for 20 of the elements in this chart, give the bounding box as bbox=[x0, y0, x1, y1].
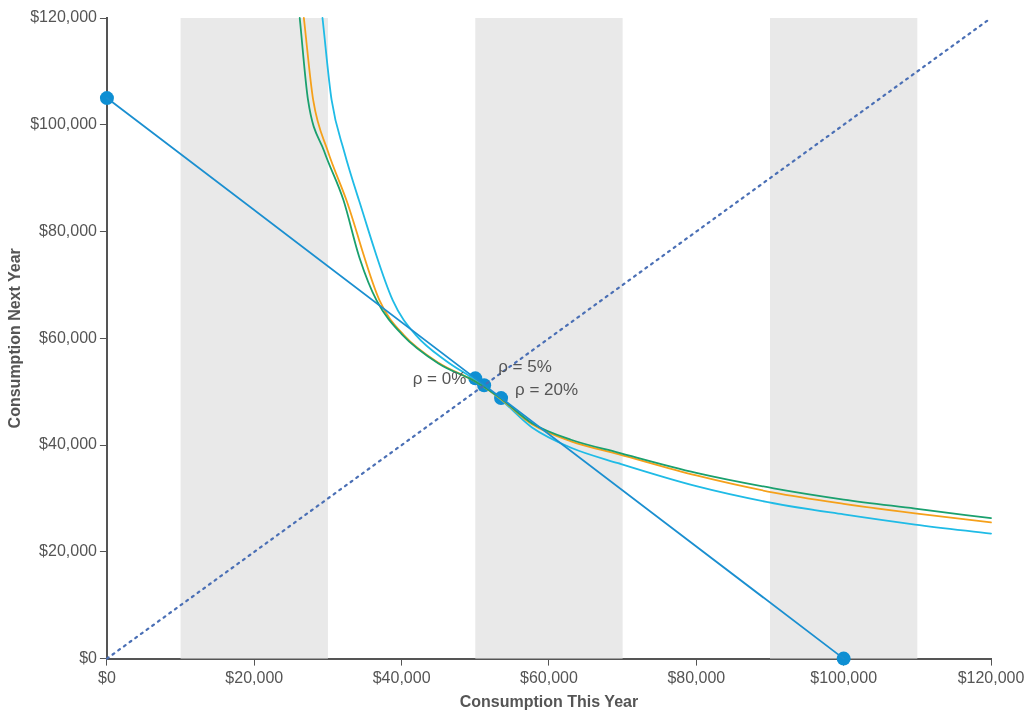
x-tick-label: $0 bbox=[98, 668, 116, 686]
x-tick-label: $20,000 bbox=[225, 668, 284, 686]
y-tick-label: $100,000 bbox=[30, 115, 98, 133]
y-tick-label: $20,000 bbox=[39, 542, 98, 560]
y-tick-label: $60,000 bbox=[39, 328, 98, 346]
x-tick-label: $60,000 bbox=[520, 668, 578, 686]
x-tick-label: $40,000 bbox=[372, 668, 431, 686]
x-axis-title: Consumption This Year bbox=[459, 692, 639, 710]
point bbox=[99, 91, 114, 106]
annotation: ρ = 0% bbox=[412, 369, 467, 389]
y-tick-label: $40,000 bbox=[39, 435, 98, 453]
y-tick-label: $0 bbox=[79, 649, 98, 667]
annotation: ρ = 5% bbox=[498, 356, 552, 376]
x-tick-label: $100,000 bbox=[810, 668, 878, 686]
annotation: ρ = 20% bbox=[515, 379, 579, 399]
y-axis-title: Consumption Next Year bbox=[6, 248, 24, 429]
y-tick-label: $80,000 bbox=[39, 221, 98, 239]
x-tick-label: $80,000 bbox=[667, 668, 726, 686]
y-tick-label: $120,000 bbox=[30, 8, 98, 26]
x-tick-label: $120,000 bbox=[957, 668, 1025, 686]
